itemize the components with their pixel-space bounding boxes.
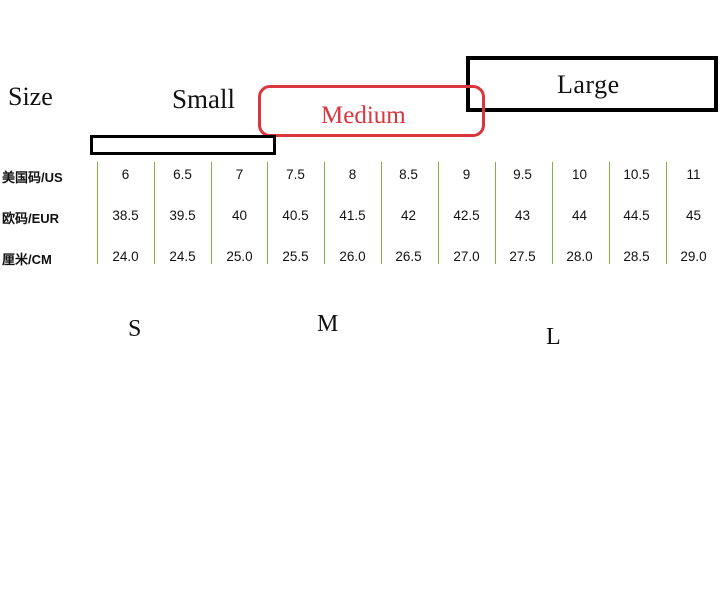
size-m-label: M: [317, 311, 339, 337]
table-cell: 25.0: [226, 249, 253, 264]
column-divider: [381, 162, 382, 264]
table-cell: 44: [571, 208, 588, 223]
table-cell: 27.5: [509, 249, 536, 264]
size-s-label: S: [128, 316, 142, 342]
table-cell: 9.5: [513, 167, 532, 182]
table-cell: 26.5: [395, 249, 422, 264]
column-divider: [97, 162, 98, 264]
table-cell: 42.5: [453, 208, 480, 223]
column-divider: [666, 162, 667, 264]
small-heading: Small: [172, 84, 236, 114]
table-cell: 25.5: [282, 249, 309, 264]
table-cell: 8: [348, 167, 357, 182]
table-cell: 43: [514, 208, 531, 223]
table-cell: 10: [571, 167, 588, 182]
column-divider: [438, 162, 439, 264]
table-cell: 28.0: [566, 249, 593, 264]
large-bracket-box: [466, 56, 718, 112]
row-label: 厘米/CM: [2, 252, 52, 267]
table-cell: 44.5: [623, 208, 650, 223]
row-label: 欧码/EUR: [2, 211, 60, 226]
table-cell: 9: [462, 167, 471, 182]
column-divider: [609, 162, 610, 264]
table-cell: 28.5: [623, 249, 650, 264]
table-cell: 11: [686, 167, 701, 182]
table-cell: 26.0: [339, 249, 366, 264]
table-cell: 27.0: [453, 249, 480, 264]
table-cell: 42: [400, 208, 417, 223]
table-cell: 7: [235, 167, 244, 182]
size-l-label: L: [546, 324, 561, 350]
table-cell: 41.5: [339, 208, 366, 223]
column-divider: [552, 162, 553, 264]
table-cell: 40: [231, 208, 248, 223]
table-cell: 7.5: [286, 167, 305, 182]
table-cell: 29.0: [680, 249, 707, 264]
column-divider: [267, 162, 268, 264]
table-cell: 6.5: [173, 167, 192, 182]
table-cell: 38.5: [112, 208, 139, 223]
column-divider: [154, 162, 155, 264]
table-cell: 24.0: [112, 249, 139, 264]
size-heading: Size: [8, 82, 53, 111]
table-cell: 24.5: [169, 249, 196, 264]
column-divider: [211, 162, 212, 264]
table-cell: 10.5: [623, 167, 650, 182]
table-cell: 6: [121, 167, 130, 182]
medium-bracket-box: [258, 85, 485, 137]
table-cell: 8.5: [399, 167, 418, 182]
table-cell: 45: [685, 208, 702, 223]
column-divider: [495, 162, 496, 264]
row-label: 美国码/US: [2, 170, 63, 185]
column-divider: [324, 162, 325, 264]
medium-heading: Medium: [321, 102, 406, 129]
table-cell: 39.5: [169, 208, 196, 223]
large-heading: Large: [557, 70, 620, 99]
small-bracket-box: [90, 135, 276, 155]
table-cell: 40.5: [282, 208, 309, 223]
